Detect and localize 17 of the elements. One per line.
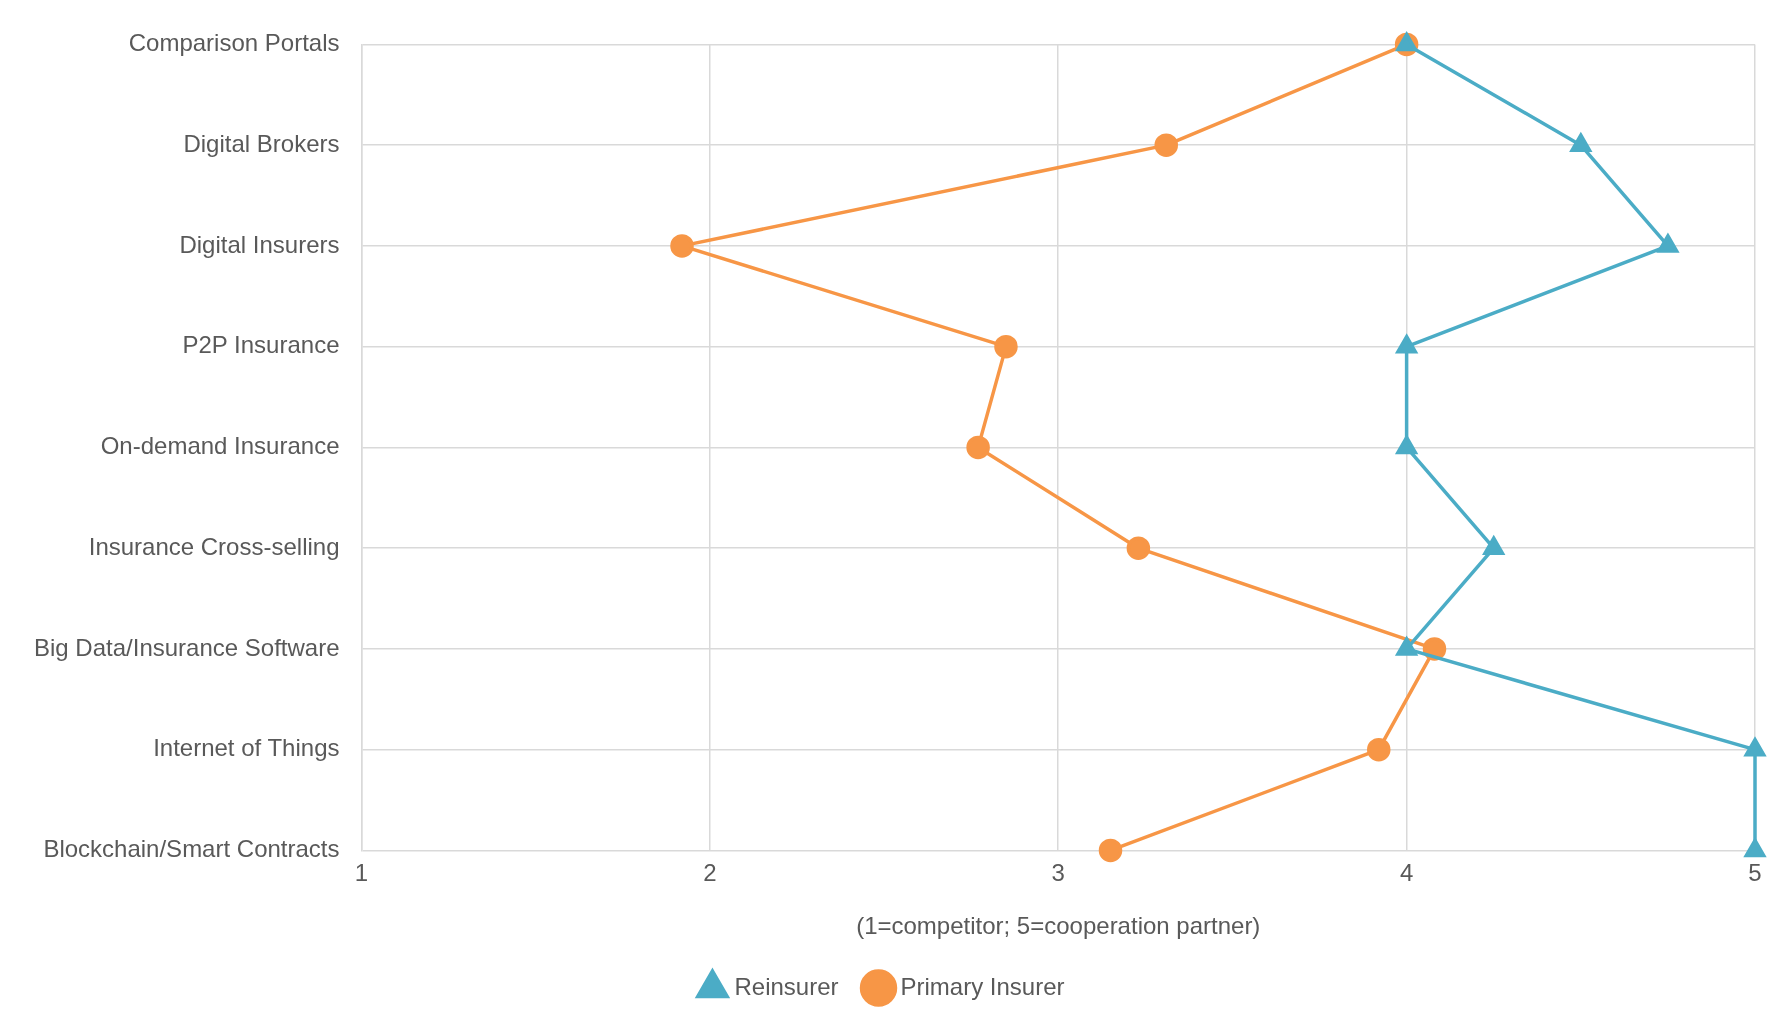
y-tick-label: Digital Insurers: [179, 230, 340, 258]
y-tick-label: Big Data/Insurance Software: [34, 633, 340, 661]
legend-label: Reinsurer: [734, 972, 839, 1000]
x-axis-title: (1=competitor; 5=cooperation partner): [856, 912, 1261, 940]
y-tick-label: Comparison Portals: [128, 29, 340, 57]
y-tick-label: P2P Insurance: [182, 331, 340, 359]
legend-label: Primary Insurer: [900, 972, 1065, 1000]
y-tick-label: Blockchain/Smart Contracts: [43, 835, 340, 863]
y-tick-label: Insurance Cross-selling: [88, 532, 340, 560]
x-tick-label: 1: [354, 859, 369, 887]
y-tick-label: Digital Brokers: [183, 129, 340, 157]
x-tick-label: 3: [1051, 859, 1065, 887]
y-tick-label: Internet of Things: [153, 734, 340, 762]
x-tick-label: 4: [1399, 859, 1414, 887]
x-tick-label: 5: [1748, 859, 1762, 887]
x-tick-label: 2: [703, 859, 717, 887]
y-tick-label: On-demand Insurance: [100, 432, 340, 460]
